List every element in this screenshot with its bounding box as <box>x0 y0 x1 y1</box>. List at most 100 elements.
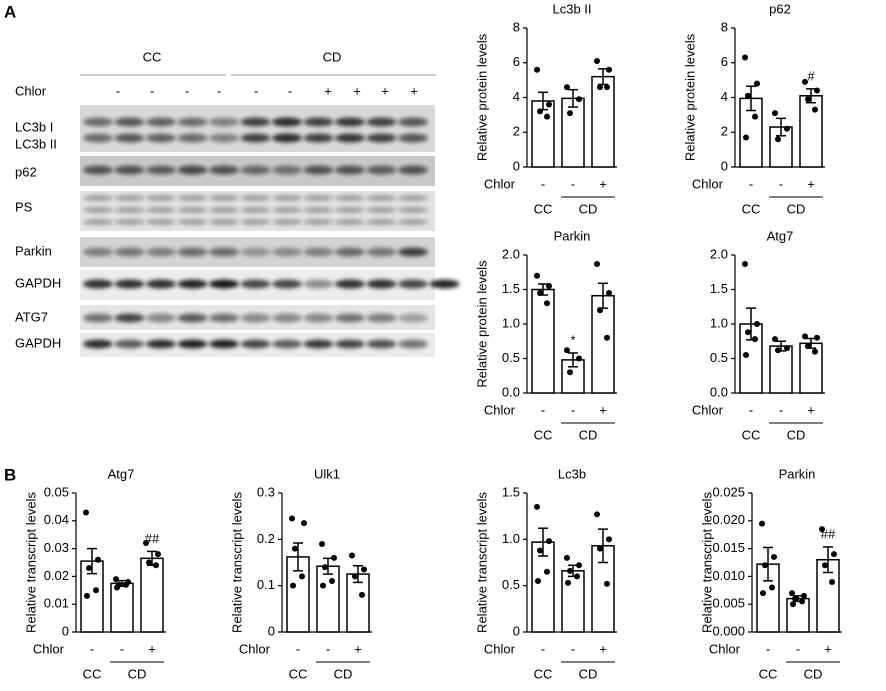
data-point <box>153 562 159 569</box>
data-point <box>743 134 749 141</box>
data-point <box>576 562 582 569</box>
x-row-label: Chlor <box>239 641 271 656</box>
y-tick-label: 0.005 <box>712 596 745 611</box>
data-point <box>349 552 355 559</box>
data-point <box>95 556 101 563</box>
data-point <box>812 348 818 355</box>
blot-band <box>240 117 271 127</box>
bar <box>769 345 793 394</box>
y-tick-label: 0.0 <box>710 384 728 399</box>
y-tick-label: 2 <box>721 124 728 139</box>
chart-title: p62 <box>769 1 791 16</box>
blot-band <box>83 219 113 225</box>
data-point <box>289 515 295 522</box>
data-point <box>784 345 790 352</box>
blot-band <box>83 339 113 349</box>
data-point <box>359 591 365 598</box>
blot-band <box>83 247 113 257</box>
data-point <box>604 334 610 341</box>
y-tick-label: 1.0 <box>502 531 520 546</box>
data-point <box>544 568 550 575</box>
x-tick-label: + <box>824 641 832 656</box>
x-tick-label: - <box>779 402 783 417</box>
data-point <box>789 590 795 597</box>
y-tick-label: 0 <box>62 623 69 638</box>
data-point <box>597 307 603 314</box>
y-tick-label: 0 <box>513 623 520 638</box>
blot-band <box>303 133 334 143</box>
x-tick-label: + <box>354 641 362 656</box>
x-tick-label: - <box>571 176 575 191</box>
data-point <box>594 260 600 267</box>
data-point <box>799 598 805 605</box>
chart-title: Lc3b II <box>552 1 591 16</box>
blot-band <box>303 339 334 349</box>
data-point <box>534 503 540 510</box>
chart-title: Atg7 <box>108 466 135 481</box>
data-point <box>597 545 603 552</box>
data-point <box>606 66 612 73</box>
y-tick-label: 6 <box>721 54 728 69</box>
x-tick-label: - <box>796 641 800 656</box>
data-point <box>546 538 552 545</box>
blot-band <box>366 219 397 225</box>
blot-band <box>272 279 302 289</box>
blot-band <box>240 279 271 289</box>
data-point <box>544 113 550 120</box>
lane-sign: - <box>254 83 258 98</box>
data-point <box>319 540 325 547</box>
blot-band <box>114 133 145 143</box>
data-point <box>792 595 798 602</box>
y-axis-label: Relative protein levels <box>474 33 489 161</box>
x-tick-label: - <box>541 641 545 656</box>
x-tick-label: - <box>541 176 545 191</box>
blot-band <box>209 133 239 143</box>
blot-band <box>146 313 176 323</box>
data-point <box>544 300 550 307</box>
group-label: CD <box>579 201 598 216</box>
blot-band <box>303 219 334 225</box>
blot-band <box>177 207 208 213</box>
blot-band <box>209 117 239 127</box>
lane-sign: + <box>353 83 361 98</box>
blot-band <box>114 339 145 349</box>
chart-title: Lc3b <box>558 466 586 481</box>
data-point <box>822 562 828 569</box>
western-blot: CC CD Chlor - - - - - - + + + + LC3b I LC3b II p62 PS Par… <box>15 49 460 357</box>
x-tick-label: - <box>541 402 545 417</box>
group-label: CC <box>83 666 102 681</box>
data-point <box>802 333 808 340</box>
blot-band <box>398 195 428 201</box>
blot-band <box>272 133 302 143</box>
data-point <box>752 113 758 120</box>
bar <box>561 97 585 168</box>
blot-band <box>398 219 428 225</box>
y-tick-label: 0.0 <box>502 384 520 399</box>
bar <box>140 557 164 633</box>
blot-band <box>303 165 334 175</box>
data-point <box>805 343 811 350</box>
blot-band <box>398 279 428 289</box>
data-point <box>331 554 337 561</box>
data-point <box>576 96 582 103</box>
blot-band <box>209 195 239 201</box>
y-axis-label: Relative transcript levels <box>699 492 714 633</box>
data-point <box>814 334 820 341</box>
blot-band <box>240 339 271 349</box>
blot-band <box>335 339 365 349</box>
blot-band <box>177 247 208 257</box>
blot-band <box>209 165 239 175</box>
blot-band <box>366 247 397 257</box>
row-label: Chlor <box>15 83 47 98</box>
blot-band <box>177 339 208 349</box>
y-tick-label: 0 <box>268 623 275 638</box>
blot-band <box>209 339 239 349</box>
y-tick-label: 0.04 <box>44 512 69 527</box>
bar <box>531 100 555 168</box>
group-label: CC <box>742 201 761 216</box>
lane-sign: - <box>217 83 221 98</box>
blot-band <box>366 339 397 349</box>
blot-band <box>146 219 176 225</box>
y-tick-label: 0.05 <box>44 484 69 499</box>
